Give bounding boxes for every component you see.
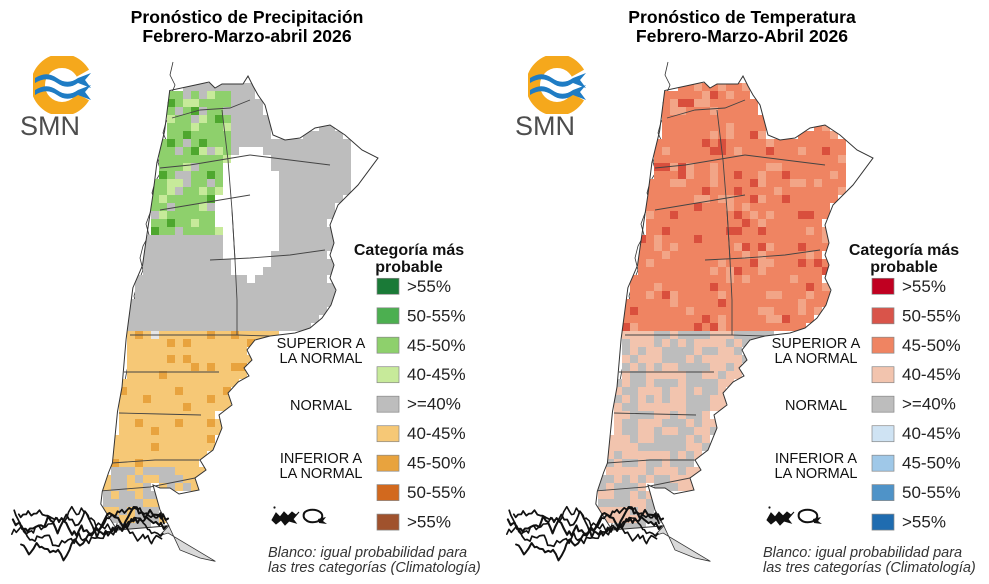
svg-text:>55%: >55%	[902, 513, 946, 532]
svg-text:45-50%: 45-50%	[902, 454, 961, 473]
svg-text:>55%: >55%	[407, 513, 451, 532]
svg-text:>=40%: >=40%	[902, 395, 956, 414]
svg-text:probable: probable	[375, 259, 443, 276]
svg-text:NORMAL: NORMAL	[290, 398, 352, 414]
svg-text:SUPERIOR A: SUPERIOR A	[277, 336, 366, 352]
svg-text:50-55%: 50-55%	[902, 483, 961, 502]
svg-text:50-55%: 50-55%	[902, 306, 961, 325]
svg-text:LA NORMAL: LA NORMAL	[280, 466, 363, 482]
svg-text:40-45%: 40-45%	[407, 365, 466, 384]
svg-text:Blanco: igual probabilidad par: Blanco: igual probabilidad para	[268, 545, 467, 561]
svg-text:SUPERIOR A: SUPERIOR A	[772, 336, 861, 352]
svg-text:>55%: >55%	[407, 277, 451, 296]
svg-text:INFERIOR A: INFERIOR A	[280, 451, 363, 467]
svg-text:probable: probable	[870, 259, 938, 276]
svg-text:>55%: >55%	[902, 277, 946, 296]
svg-text:>=40%: >=40%	[407, 395, 461, 414]
svg-text:Categoría más: Categoría más	[354, 242, 464, 259]
svg-text:45-50%: 45-50%	[407, 454, 466, 473]
svg-text:40-45%: 40-45%	[407, 424, 466, 443]
svg-text:las tres categorías (Climatolo: las tres categorías (Climatología)	[268, 560, 481, 576]
svg-text:45-50%: 45-50%	[407, 336, 466, 355]
svg-text:45-50%: 45-50%	[902, 336, 961, 355]
svg-text:Categoría más: Categoría más	[849, 242, 959, 259]
svg-text:SMN: SMN	[515, 111, 575, 141]
svg-text:INFERIOR A: INFERIOR A	[775, 451, 858, 467]
svg-text:LA NORMAL: LA NORMAL	[280, 351, 363, 367]
svg-text:LA NORMAL: LA NORMAL	[775, 351, 858, 367]
svg-text:Blanco: igual probabilidad par: Blanco: igual probabilidad para	[763, 545, 962, 561]
svg-text:50-55%: 50-55%	[407, 306, 466, 325]
svg-text:NORMAL: NORMAL	[785, 398, 847, 414]
svg-text:LA NORMAL: LA NORMAL	[775, 466, 858, 482]
svg-text:40-45%: 40-45%	[902, 424, 961, 443]
svg-text:40-45%: 40-45%	[902, 365, 961, 384]
svg-text:las tres categorías (Climatolo: las tres categorías (Climatología)	[763, 560, 976, 576]
svg-text:50-55%: 50-55%	[407, 483, 466, 502]
svg-text:SMN: SMN	[20, 111, 80, 141]
